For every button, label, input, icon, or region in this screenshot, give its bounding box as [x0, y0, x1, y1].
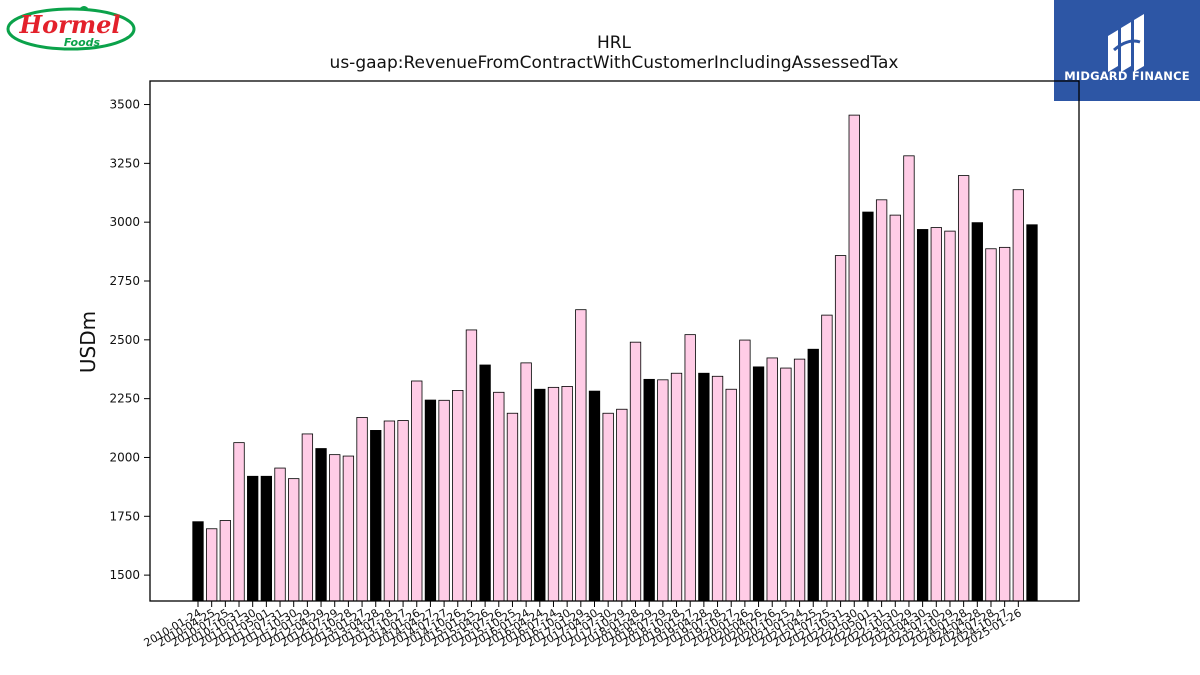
bar-2019-01-27 [684, 334, 696, 602]
bar-2019-04-28 [698, 372, 710, 602]
bar-2018-07-29 [657, 379, 669, 602]
bar-2013-10-27 [397, 420, 409, 602]
bar-2021-07-25 [821, 314, 833, 602]
bar-2021-10-31 [834, 255, 847, 602]
bar-2011-07-31 [274, 467, 286, 602]
bar-2021-04-25 [807, 348, 819, 602]
bar-2017-10-29 [616, 408, 628, 602]
y-tick-label: 2750 [109, 274, 140, 288]
chart-subtitle: us-gaap:RevenueFromContractWithCustomerI… [330, 53, 899, 73]
bar-2016-04-24 [534, 388, 546, 602]
y-axis-label: USDm [76, 311, 100, 373]
bar-2016-07-24 [547, 386, 560, 602]
bar-2013-07-28 [383, 420, 396, 602]
bar-2023-04-30 [916, 229, 929, 602]
bar-2022-01-30 [848, 114, 860, 602]
y-tick-label: 3250 [109, 156, 140, 170]
chart-title: HRL [597, 33, 632, 53]
bar-2015-07-26 [493, 391, 505, 602]
bar-2019-10-27 [725, 388, 737, 602]
bar-2014-07-27 [438, 399, 450, 602]
bar-2020-04-26 [752, 366, 765, 602]
bar-2023-10-29 [944, 230, 956, 602]
bar-2011-01-30 [247, 475, 259, 602]
bar-2013-04-28 [370, 430, 382, 602]
bar-2013-01-27 [356, 417, 368, 602]
bar-2024-10-27 [999, 246, 1011, 602]
bar-2016-01-24 [520, 362, 532, 602]
bar-2014-04-27 [424, 399, 437, 602]
y-tick-label: 2500 [109, 333, 140, 347]
y-tick-label: 2250 [109, 392, 140, 406]
bar-2017-07-30 [602, 412, 614, 602]
bar-2024-01-28 [957, 175, 970, 602]
bar-2018-10-28 [670, 372, 683, 602]
bar-2012-04-29 [315, 448, 327, 602]
hormel-logo-subword: Foods [64, 36, 101, 49]
plot-frame [149, 80, 1080, 602]
bar-2011-05-01 [260, 475, 273, 602]
bar-2018-04-29 [643, 378, 655, 602]
bar-2018-01-28 [629, 341, 642, 602]
bar-2015-01-25 [465, 329, 478, 602]
y-tick-label: 1500 [109, 568, 140, 582]
hormel-foods-logo: Hormel Foods [6, 4, 138, 52]
bar-2012-01-29 [301, 433, 314, 602]
bar-2019-07-28 [711, 375, 724, 602]
bar-2022-05-01 [862, 211, 874, 602]
y-tick-label: 3000 [109, 215, 140, 229]
bar-2012-07-29 [329, 454, 341, 602]
y-tick-label: 1750 [109, 509, 140, 523]
bar-2022-07-31 [875, 199, 888, 602]
bar-2023-07-30 [930, 227, 942, 602]
bar-2021-01-24 [793, 358, 806, 602]
bar-2010-01-24 [192, 521, 204, 602]
bar-2012-10-28 [342, 455, 355, 602]
bar-undefined [1026, 224, 1038, 602]
bar-2010-07-25 [219, 520, 231, 602]
bar-2020-07-26 [766, 357, 778, 602]
bar-2023-01-29 [903, 155, 915, 602]
bar-2020-10-25 [780, 367, 792, 602]
y-axis: 1500 1750 2000 2250 2500 2750 3000 3250 3500 [109, 98, 150, 582]
bar-2024-07-28 [985, 248, 997, 602]
bar-2024-04-28 [971, 222, 983, 602]
bar-2016-10-30 [561, 386, 573, 602]
bar-2015-04-26 [479, 364, 491, 602]
bar-2022-10-30 [889, 214, 901, 602]
bar-2010-10-31 [233, 442, 245, 602]
midgard-logo-name: MIDGARD FINANCE [1064, 69, 1190, 83]
bar-group [192, 114, 1038, 602]
y-tick-label: 3500 [109, 98, 140, 112]
midgard-logo-mark [1108, 14, 1144, 72]
bar-2020-01-26 [739, 339, 751, 602]
bar-2014-01-26 [411, 380, 423, 602]
bar-2017-04-30 [588, 390, 601, 602]
bar-2015-10-25 [506, 412, 519, 602]
bar-2011-10-30 [288, 478, 300, 602]
y-tick-label: 2000 [109, 450, 140, 464]
bar-2014-10-26 [452, 390, 464, 602]
hormel-logo-word: Hormel [18, 10, 120, 39]
hormel-logo-mark: Hormel Foods [6, 6, 136, 51]
bar-2010-04-25 [206, 528, 218, 602]
bar-2017-01-29 [575, 309, 587, 602]
bar-2025-01-26 [1012, 189, 1024, 602]
midgard-finance-logo: MIDGARD FINANCE [1054, 0, 1200, 101]
x-axis: 2010-01-242010-04-252010-07-252010-10-31… [142, 601, 1024, 650]
